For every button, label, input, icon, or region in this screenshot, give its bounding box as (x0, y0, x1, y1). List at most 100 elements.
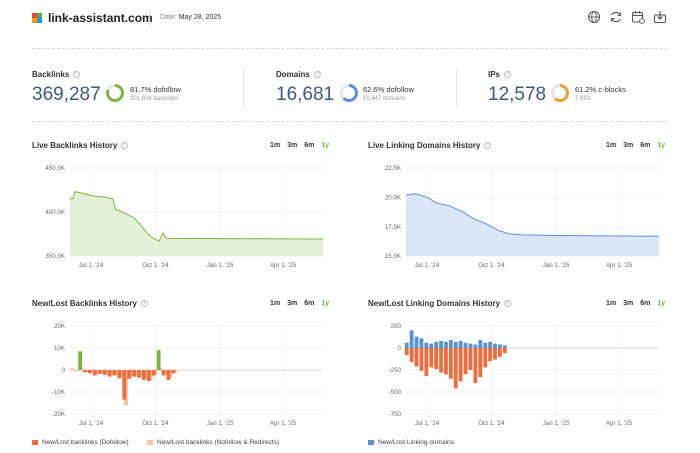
bar-nofollow (69, 368, 75, 370)
download-icon[interactable] (653, 10, 667, 24)
bar-lost-domains (419, 348, 424, 371)
legend-item-dofollow[interactable]: New/Lost backlinks (Dofollow) (32, 439, 129, 446)
range-option-1m[interactable]: 1m (270, 300, 281, 307)
bar-new-domains (409, 330, 414, 348)
bar-dofollow (141, 370, 146, 380)
bar-dofollow (112, 370, 117, 376)
bar-dofollow (151, 370, 156, 376)
range-option-3m[interactable]: 3m (287, 142, 298, 149)
info-icon[interactable]: i (504, 71, 512, 78)
range-option-1y[interactable]: 1y (321, 142, 330, 149)
bar-new-domains (468, 343, 473, 348)
bar-lost-domains (502, 348, 507, 354)
refresh-icon[interactable] (609, 10, 623, 24)
series-line (69, 191, 324, 242)
bar-dofollow (78, 351, 83, 370)
x-tick-label: Oct 1, '24 (142, 262, 169, 269)
range-selector[interactable]: 1m 3m 6m 1y (606, 142, 665, 149)
range-option-1m[interactable]: 1m (606, 300, 617, 307)
bar-dofollow (83, 370, 87, 373)
y-tick-label: 15.0K (385, 253, 402, 260)
range-option-1y[interactable]: 1y (657, 300, 666, 307)
range-selector[interactable]: 1m 3m 6m 1y (270, 142, 329, 149)
range-selector[interactable]: 1m 3m 6m 1y (606, 300, 665, 307)
bar-new-domains (444, 341, 448, 348)
bar-new-domains (439, 340, 443, 348)
x-tick-label: Jan 1, '25 (543, 420, 570, 427)
bar-dofollow (166, 370, 171, 380)
info-icon[interactable]: i (313, 71, 321, 78)
y-tick-label: 20K (54, 323, 66, 330)
x-tick-label: Jul 1, '24 (79, 420, 104, 427)
range-option-6m[interactable]: 6m (304, 142, 315, 149)
range-option-1m[interactable]: 1m (270, 142, 281, 149)
bar-lost-domains (439, 348, 443, 373)
x-tick-label: Jan 1, '25 (207, 420, 234, 427)
range-option-6m[interactable]: 6m (640, 300, 651, 307)
info-icon[interactable]: i (73, 71, 81, 78)
y-tick-label: -250 (389, 367, 402, 374)
range-option-3m[interactable]: 3m (287, 300, 298, 307)
y-tick-label: -20K (52, 411, 66, 418)
dofollow-donut-chart (106, 84, 124, 102)
range-selector[interactable]: 1m 3m 6m 1y (270, 300, 329, 307)
y-tick-label: -500 (389, 389, 402, 396)
range-option-1y[interactable]: 1y (657, 142, 666, 149)
bar-lost-domains (488, 348, 492, 362)
y-tick-label: 250 (391, 323, 402, 330)
range-option-3m[interactable]: 3m (623, 300, 634, 307)
date-label: Date: (160, 14, 177, 21)
legend-item-linking-domains[interactable]: New/Lost Linking domains (368, 439, 454, 446)
bar-lost-domains (404, 348, 409, 356)
newlost-backlinks-chart: 20K 10K 0 -10K -20K Jul 1, '24 Oct 1, '24 Jan 1… (52, 323, 323, 427)
x-tick-label: Apr 1, '25 (270, 420, 297, 427)
cblocks-donut-chart (551, 84, 569, 102)
legend-item-nofollow[interactable]: New/Lost backlinks (Nofollow & Redirects… (147, 439, 279, 446)
bar-dofollow (156, 350, 161, 370)
bar-new-domains (404, 342, 409, 348)
stat-subtext: 7,693 (575, 96, 591, 102)
info-icon[interactable]: i (121, 142, 129, 149)
x-tick-label: Apr 1, '25 (606, 420, 633, 427)
header-divider (149, 9, 150, 27)
x-tick-label: Oct 1, '24 (142, 420, 169, 427)
stat-value: 369,287 (32, 84, 101, 105)
stat-percentage: 62.6% dofollow (363, 85, 414, 94)
bar-lost-domains (444, 348, 448, 375)
bar-lost-domains (473, 348, 478, 384)
bar-dofollow (132, 370, 136, 377)
bar-dofollow (161, 370, 166, 376)
range-option-1m[interactable]: 1m (606, 142, 617, 149)
y-tick-label: 17.5K (385, 224, 402, 231)
info-icon[interactable]: i (140, 300, 148, 307)
stat-subtext: 301,604 backlinks (130, 96, 179, 102)
brand[interactable]: link-assistant.com (32, 11, 153, 25)
calendar-icon[interactable] (631, 10, 645, 24)
y-tick-label: -10K (52, 389, 66, 396)
bar-new-domains (488, 341, 492, 348)
info-icon[interactable]: i (504, 300, 512, 307)
bar-new-domains (453, 341, 458, 348)
newlost-domains-chart: 250 0 -250 -500 -750 Jul 1, '24 Oct 1, '24 Jan … (389, 323, 659, 427)
header-separator (32, 48, 668, 49)
bar-dofollow (117, 370, 122, 379)
bar-lost-domains (434, 348, 439, 370)
range-option-6m[interactable]: 6m (304, 300, 315, 307)
chart-title-live-domains: Live Linking Domains History i (368, 141, 492, 150)
x-tick-label: Oct 1, '24 (478, 420, 505, 427)
x-tick-label: Jul 1, '24 (79, 262, 104, 269)
globe-icon[interactable] (587, 10, 601, 24)
stat-percentage: 61.2% c-blocks (575, 85, 626, 94)
x-tick-label: Jan 1, '25 (543, 262, 570, 269)
dofollow-donut-chart (340, 84, 358, 102)
info-icon[interactable]: i (484, 142, 492, 149)
y-tick-label: 22.5K (385, 165, 402, 172)
bar-lost-domains (453, 348, 458, 389)
range-option-1y[interactable]: 1y (321, 300, 330, 307)
live-backlinks-chart: 450.0K 400.0K 350.0K Jul 1, '24 Oct 1, '24 Ja… (45, 165, 324, 269)
x-tick-label: Apr 1, '25 (606, 262, 633, 269)
y-tick-label: -750 (389, 411, 402, 418)
range-option-3m[interactable]: 3m (623, 142, 634, 149)
range-option-6m[interactable]: 6m (640, 142, 651, 149)
x-tick-label: Jul 1, '24 (415, 420, 440, 427)
